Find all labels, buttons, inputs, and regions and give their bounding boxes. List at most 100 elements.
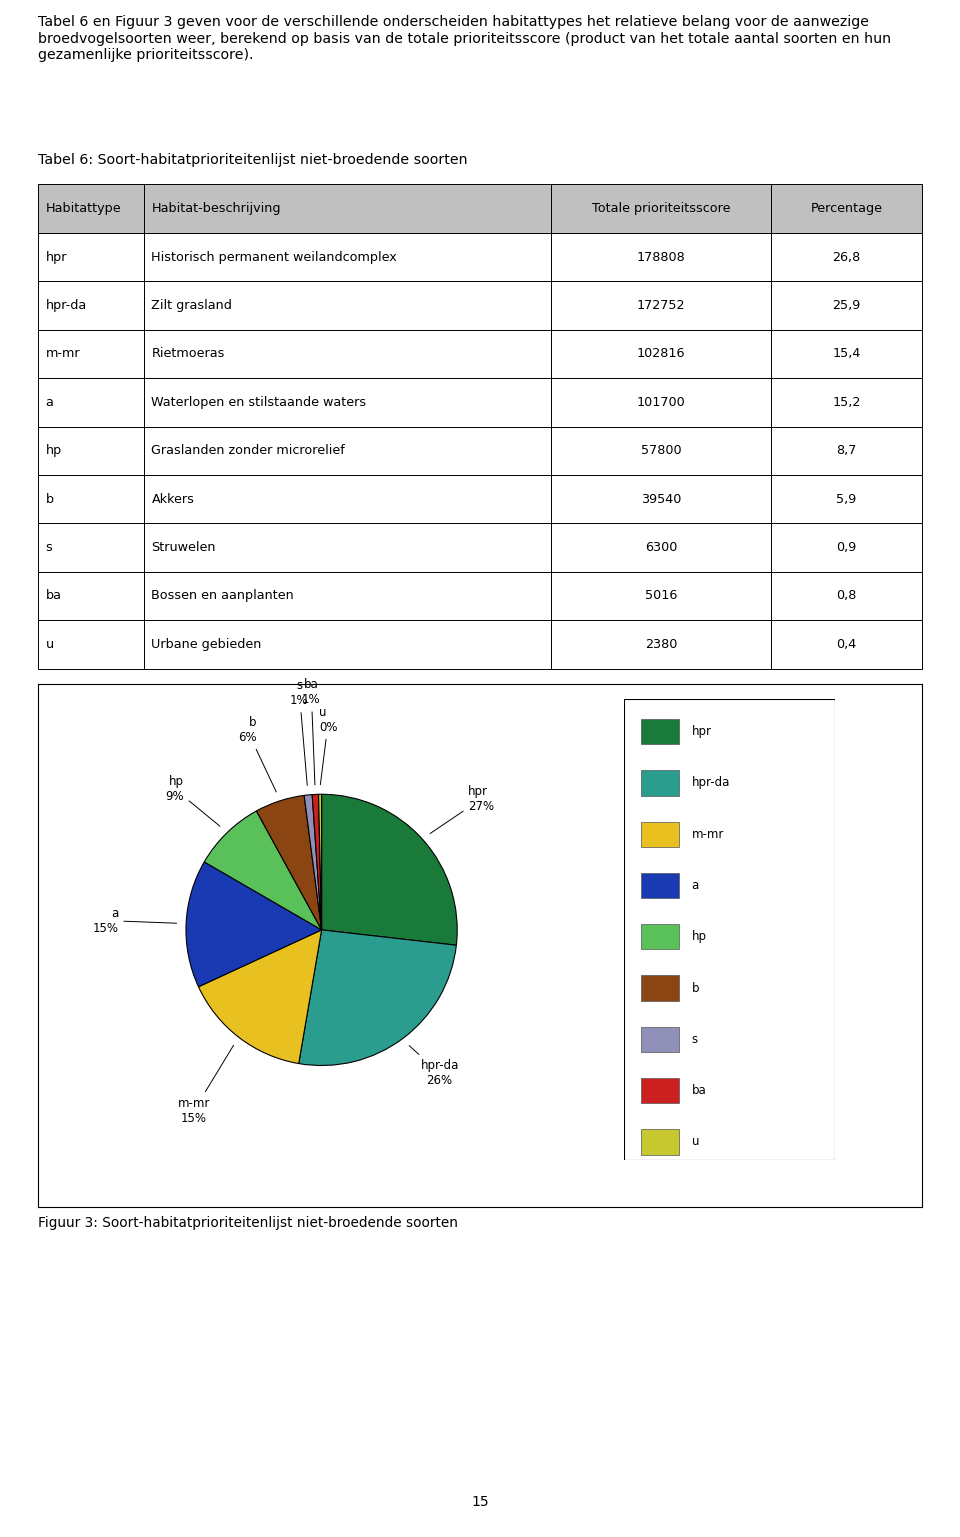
Bar [38, 475, 144, 523]
Bar [551, 572, 772, 619]
Bar [641, 770, 679, 796]
Text: 101700: 101700 [636, 397, 685, 409]
Text: 15,4: 15,4 [832, 347, 861, 360]
Bar [38, 232, 144, 281]
Bar [551, 426, 772, 475]
Bar [38, 523, 144, 572]
Bar [772, 523, 922, 572]
Text: m-mr: m-mr [691, 828, 724, 841]
Bar [772, 329, 922, 378]
Text: Waterlopen en stilstaande waters: Waterlopen en stilstaande waters [152, 397, 367, 409]
Bar [772, 619, 922, 669]
Bar [38, 619, 144, 669]
Bar [772, 475, 922, 523]
Bar [144, 184, 551, 232]
Bar [641, 1027, 679, 1051]
Wedge shape [256, 795, 322, 930]
Bar [641, 873, 679, 898]
Bar [641, 924, 679, 950]
Text: Bossen en aanplanten: Bossen en aanplanten [152, 590, 294, 603]
Text: hp: hp [45, 444, 61, 456]
Bar [551, 329, 772, 378]
Bar [551, 523, 772, 572]
Text: Figuur 3: Soort-habitatprioriteitenlijst niet-broedende soorten: Figuur 3: Soort-habitatprioriteitenlijst… [38, 1216, 459, 1231]
Text: hpr-da: hpr-da [45, 300, 86, 312]
Text: hpr-da: hpr-da [691, 776, 730, 790]
Text: u: u [691, 1136, 699, 1148]
Text: hpr: hpr [691, 725, 711, 738]
Bar [641, 976, 679, 1001]
Bar [772, 378, 922, 426]
Text: s: s [691, 1033, 698, 1045]
Wedge shape [186, 862, 322, 987]
Text: u: u [45, 638, 54, 650]
Text: 102816: 102816 [636, 347, 685, 360]
Bar [641, 1077, 679, 1104]
Text: 0,9: 0,9 [836, 541, 856, 553]
Bar [772, 184, 922, 232]
Text: 57800: 57800 [640, 444, 682, 456]
Bar [551, 232, 772, 281]
Text: ba: ba [45, 590, 61, 603]
Bar [38, 281, 144, 329]
Bar [38, 184, 144, 232]
Bar [641, 719, 679, 744]
Bar [551, 619, 772, 669]
Bar [144, 475, 551, 523]
Text: 172752: 172752 [636, 300, 685, 312]
Text: Historisch permanent weilandcomplex: Historisch permanent weilandcomplex [152, 251, 397, 263]
Text: m-mr
15%: m-mr 15% [178, 1045, 233, 1125]
Bar [144, 329, 551, 378]
Text: 0,8: 0,8 [836, 590, 856, 603]
Text: b: b [45, 493, 54, 506]
Text: Rietmoeras: Rietmoeras [152, 347, 225, 360]
Text: Tabel 6 en Figuur 3 geven voor de verschillende onderscheiden habitattypes het r: Tabel 6 en Figuur 3 geven voor de versch… [38, 15, 892, 61]
Bar [38, 378, 144, 426]
Wedge shape [319, 795, 322, 930]
Text: Graslanden zonder microrelief: Graslanden zonder microrelief [152, 444, 346, 456]
Text: hpr: hpr [45, 251, 67, 263]
Wedge shape [199, 930, 322, 1064]
Text: Struwelen: Struwelen [152, 541, 216, 553]
Bar [38, 426, 144, 475]
Text: Tabel 6: Soort-habitatprioriteitenlijst niet-broedende soorten: Tabel 6: Soort-habitatprioriteitenlijst … [38, 154, 468, 168]
Text: 15: 15 [471, 1496, 489, 1509]
Text: ba: ba [691, 1084, 707, 1097]
Text: hp: hp [691, 930, 707, 944]
Bar [772, 426, 922, 475]
Bar [144, 232, 551, 281]
Text: 5,9: 5,9 [836, 493, 856, 506]
Text: a
15%: a 15% [92, 907, 177, 934]
Bar [144, 523, 551, 572]
Bar [551, 281, 772, 329]
Bar [144, 426, 551, 475]
Bar [772, 232, 922, 281]
Wedge shape [322, 795, 457, 945]
Bar [641, 821, 679, 847]
Bar [772, 572, 922, 619]
Text: s: s [45, 541, 52, 553]
Bar [551, 378, 772, 426]
Wedge shape [312, 795, 322, 930]
Bar [144, 572, 551, 619]
Text: ba
1%: ba 1% [302, 678, 321, 785]
Text: Zilt grasland: Zilt grasland [152, 300, 232, 312]
Wedge shape [299, 930, 456, 1065]
Bar [144, 619, 551, 669]
Bar [772, 281, 922, 329]
Text: 15,2: 15,2 [832, 397, 861, 409]
Bar [551, 475, 772, 523]
Text: b
6%: b 6% [238, 716, 276, 792]
Text: 6300: 6300 [645, 541, 677, 553]
Text: Urbane gebieden: Urbane gebieden [152, 638, 262, 650]
Bar [144, 281, 551, 329]
Text: b: b [691, 982, 699, 994]
Text: 178808: 178808 [636, 251, 685, 263]
Bar [144, 378, 551, 426]
Text: s
1%: s 1% [290, 679, 309, 785]
Text: 2380: 2380 [645, 638, 677, 650]
Text: Percentage: Percentage [810, 203, 882, 215]
Text: 0,4: 0,4 [836, 638, 856, 650]
Wedge shape [304, 795, 322, 930]
Text: Totale prioriteitsscore: Totale prioriteitsscore [591, 203, 731, 215]
